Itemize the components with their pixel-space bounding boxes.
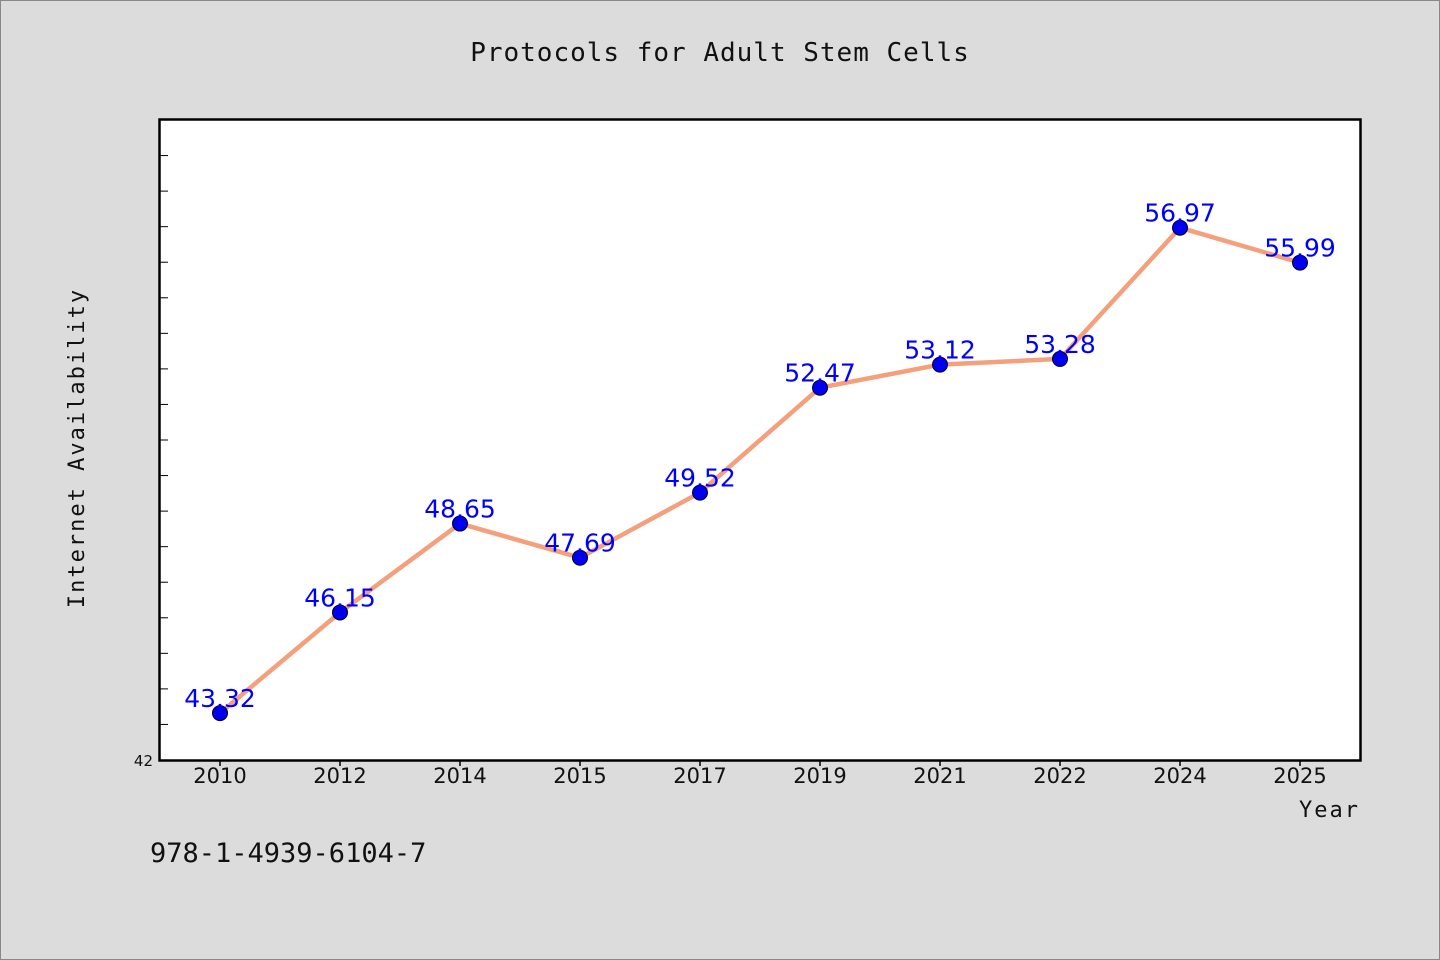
y-axis-ticks: [160, 155, 168, 725]
x-tick-label: 2010: [193, 764, 246, 788]
y-axis-min-label: 42: [134, 752, 153, 770]
series-line: [217, 225, 1303, 716]
data-label: 53.12: [904, 336, 976, 365]
x-tick-label: 2017: [673, 764, 726, 788]
data-point: [452, 515, 468, 532]
x-tick-label: 2025: [1273, 764, 1326, 788]
x-axis-title: Year: [1299, 798, 1360, 823]
footnote-text: 978-1-4939-6104-7: [150, 838, 426, 869]
data-point: [572, 549, 588, 566]
x-tick-label: 2021: [913, 764, 966, 788]
data-label: 55.99: [1264, 234, 1336, 263]
data-label: 56.97: [1144, 199, 1216, 228]
x-axis-ticks: 2010 2012 2014 2015 2017 2019 2021 2022 2024 2025: [193, 760, 1327, 788]
data-point: [812, 379, 828, 396]
data-label: 47.69: [544, 529, 616, 558]
data-label: 48.65: [424, 495, 496, 524]
series-points-group: [212, 219, 1308, 722]
data-point: [1052, 350, 1068, 367]
data-label: 53.28: [1024, 330, 1096, 359]
data-label: 46.15: [304, 583, 376, 612]
data-point: [1172, 219, 1188, 236]
x-tick-label: 2012: [313, 764, 366, 788]
series-labels-group: 43.32 46.15 48.65 47.69 49.52 52.47 53.12 53.28…: [184, 199, 1336, 713]
data-point: [1292, 254, 1308, 271]
data-label: 52.47: [784, 359, 856, 388]
series-line-group: [217, 225, 1303, 716]
x-tick-label: 2015: [553, 764, 606, 788]
x-tick-label: 2014: [433, 764, 486, 788]
chart-title: Protocols for Adult Stem Cells: [470, 38, 970, 68]
x-tick-label: 2022: [1033, 764, 1086, 788]
y-axis-title: Internet Availability: [65, 288, 90, 608]
data-point: [692, 484, 708, 501]
data-label: 49.52: [664, 464, 736, 493]
x-tick-label: 2024: [1153, 764, 1206, 788]
data-point: [212, 705, 228, 722]
data-label: 43.32: [184, 684, 256, 713]
x-tick-label: 2019: [793, 764, 846, 788]
data-point: [332, 604, 348, 621]
data-point: [932, 356, 948, 373]
